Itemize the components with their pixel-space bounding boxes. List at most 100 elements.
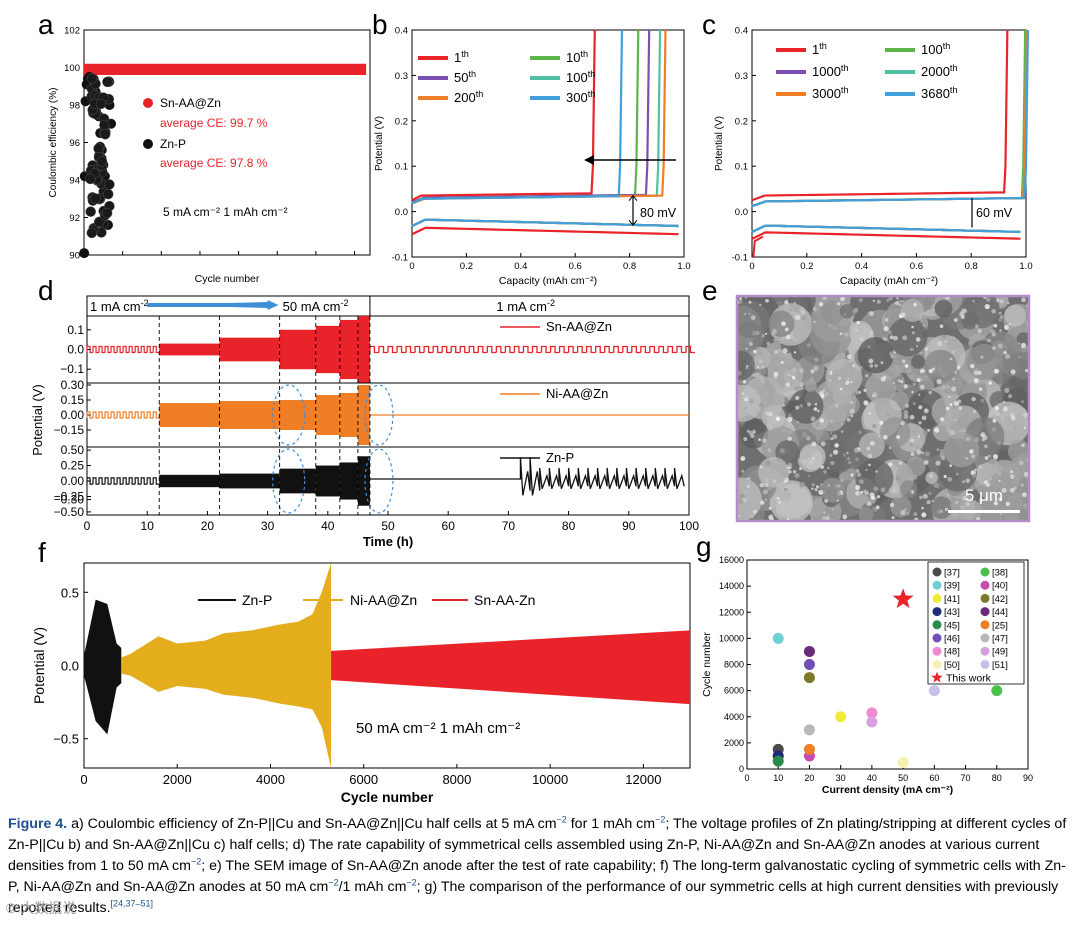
chart-b-gap-arrow	[628, 219, 638, 227]
sem-speck	[762, 489, 769, 495]
chart-a-y-tick-label: 102	[64, 26, 80, 37]
sem-speck	[1002, 481, 1006, 486]
chart-c-y-tick-label: 0.4	[735, 26, 748, 37]
chart-d-y-tick-label: 0.1	[67, 323, 84, 337]
sem-speck	[792, 470, 797, 474]
sem-speck	[945, 406, 950, 411]
sem-speck	[886, 413, 889, 417]
caption-refs: [24,37–51]	[110, 898, 154, 909]
sem-speck	[973, 378, 979, 384]
sem-speck	[816, 485, 819, 489]
sem-speck	[820, 441, 826, 447]
sem-speck	[974, 468, 977, 471]
sem-speck	[866, 446, 871, 451]
chart-g-point	[772, 755, 784, 767]
sem-speck	[931, 308, 935, 312]
chart-d-y-tick-label: 0.50	[61, 443, 85, 457]
chart-a-znp-point	[86, 73, 98, 84]
sem-speck	[819, 418, 825, 423]
sem-speck	[922, 430, 928, 436]
sem-speck	[922, 493, 928, 499]
sem-speck	[893, 349, 896, 352]
chart-a-legend-znp-ce: average CE: 97.8 %	[160, 156, 268, 170]
sem-speck	[872, 424, 877, 428]
sem-speck	[786, 366, 791, 371]
sem-speck	[959, 504, 965, 510]
chart-g-point	[803, 672, 815, 684]
sem-speck	[744, 397, 749, 402]
sem-speck	[760, 348, 765, 353]
sem-speck	[912, 382, 917, 387]
sem-speck	[1023, 426, 1027, 429]
sem-speck	[998, 479, 1001, 482]
sem-grain	[858, 506, 874, 521]
sem-speck	[867, 311, 871, 316]
sem-speck	[855, 457, 859, 462]
sem-speck	[810, 369, 815, 374]
chart-d-y-tick-label: −0.25	[54, 489, 85, 503]
sem-speck	[1018, 356, 1021, 359]
sem-speck	[1010, 369, 1016, 375]
sem-speck	[897, 379, 901, 383]
sem-speck	[752, 429, 755, 432]
sem-speck	[858, 430, 862, 434]
sem-speck	[822, 490, 827, 495]
chart-g-legend-marker	[932, 607, 942, 617]
sem-grain	[906, 456, 926, 477]
sem-speck	[819, 302, 824, 307]
sem-grain	[899, 480, 918, 498]
chart-g-legend-marker	[980, 659, 990, 669]
sem-speck	[921, 372, 926, 377]
sem-speck	[987, 338, 991, 343]
chart-g-x-tick-label: 0	[744, 773, 749, 783]
sem-speck	[998, 497, 1003, 502]
sem-speck	[826, 514, 830, 517]
chart-f-y-tick-label: 0.5	[61, 585, 79, 600]
chart-g-ylabel: Cycle number	[701, 632, 713, 697]
sem-speck	[921, 506, 924, 510]
sem-speck	[828, 379, 832, 383]
chart-c-frame	[751, 29, 1027, 258]
sem-speck	[773, 374, 778, 379]
chart-a-znp-point	[90, 193, 101, 204]
chart-d-signal-block	[219, 337, 280, 362]
sem-speck	[995, 358, 1000, 363]
sem-speck	[954, 371, 958, 374]
sem-speck	[900, 509, 906, 516]
sem-scale-label: 5 μm	[965, 486, 1003, 505]
sem-speck	[830, 324, 836, 330]
sem-speck	[916, 345, 919, 348]
chart-d-signal-low	[86, 477, 160, 485]
sem-speck	[826, 466, 830, 470]
sem-grain	[758, 456, 790, 488]
sem-speck	[977, 370, 982, 375]
sem-speck	[921, 451, 924, 455]
sem-speck	[911, 390, 914, 394]
sem-speck	[983, 480, 988, 485]
sem-grain	[737, 477, 762, 521]
sem-speck	[988, 381, 992, 385]
chart-a-legend-sn-ce: average CE: 99.7 %	[160, 116, 268, 130]
chart-g-point	[928, 685, 940, 697]
sem-speck	[868, 358, 874, 364]
chart-g-legend-label: [49]	[992, 647, 1008, 658]
sem-speck	[843, 313, 846, 316]
sem-speck	[744, 395, 748, 398]
chart-g-legend-marker	[980, 580, 990, 590]
sem-speck	[1022, 503, 1028, 509]
sem-speck	[1008, 394, 1013, 399]
sem-speck	[901, 359, 906, 363]
sem-speck	[910, 347, 915, 352]
sem-speck	[809, 460, 814, 465]
chart-d-x-tick-label: 10	[141, 519, 155, 533]
sem-speck	[909, 442, 913, 447]
sem-speck	[939, 417, 945, 422]
sem-speck	[931, 367, 936, 371]
sem-speck	[813, 365, 819, 371]
sem-speck	[861, 441, 865, 445]
chart-c-ylabel: Potential (V)	[714, 116, 725, 171]
chart-b-axes: 0 0.2 0.4 0.6 0.8 1.0 -0.1 0.0 0.1 0.2 0.3 0.4	[392, 26, 691, 273]
chart-g-y-tick-label: 2000	[724, 738, 744, 748]
sem-speck	[850, 380, 853, 383]
sem-speck	[898, 303, 902, 307]
